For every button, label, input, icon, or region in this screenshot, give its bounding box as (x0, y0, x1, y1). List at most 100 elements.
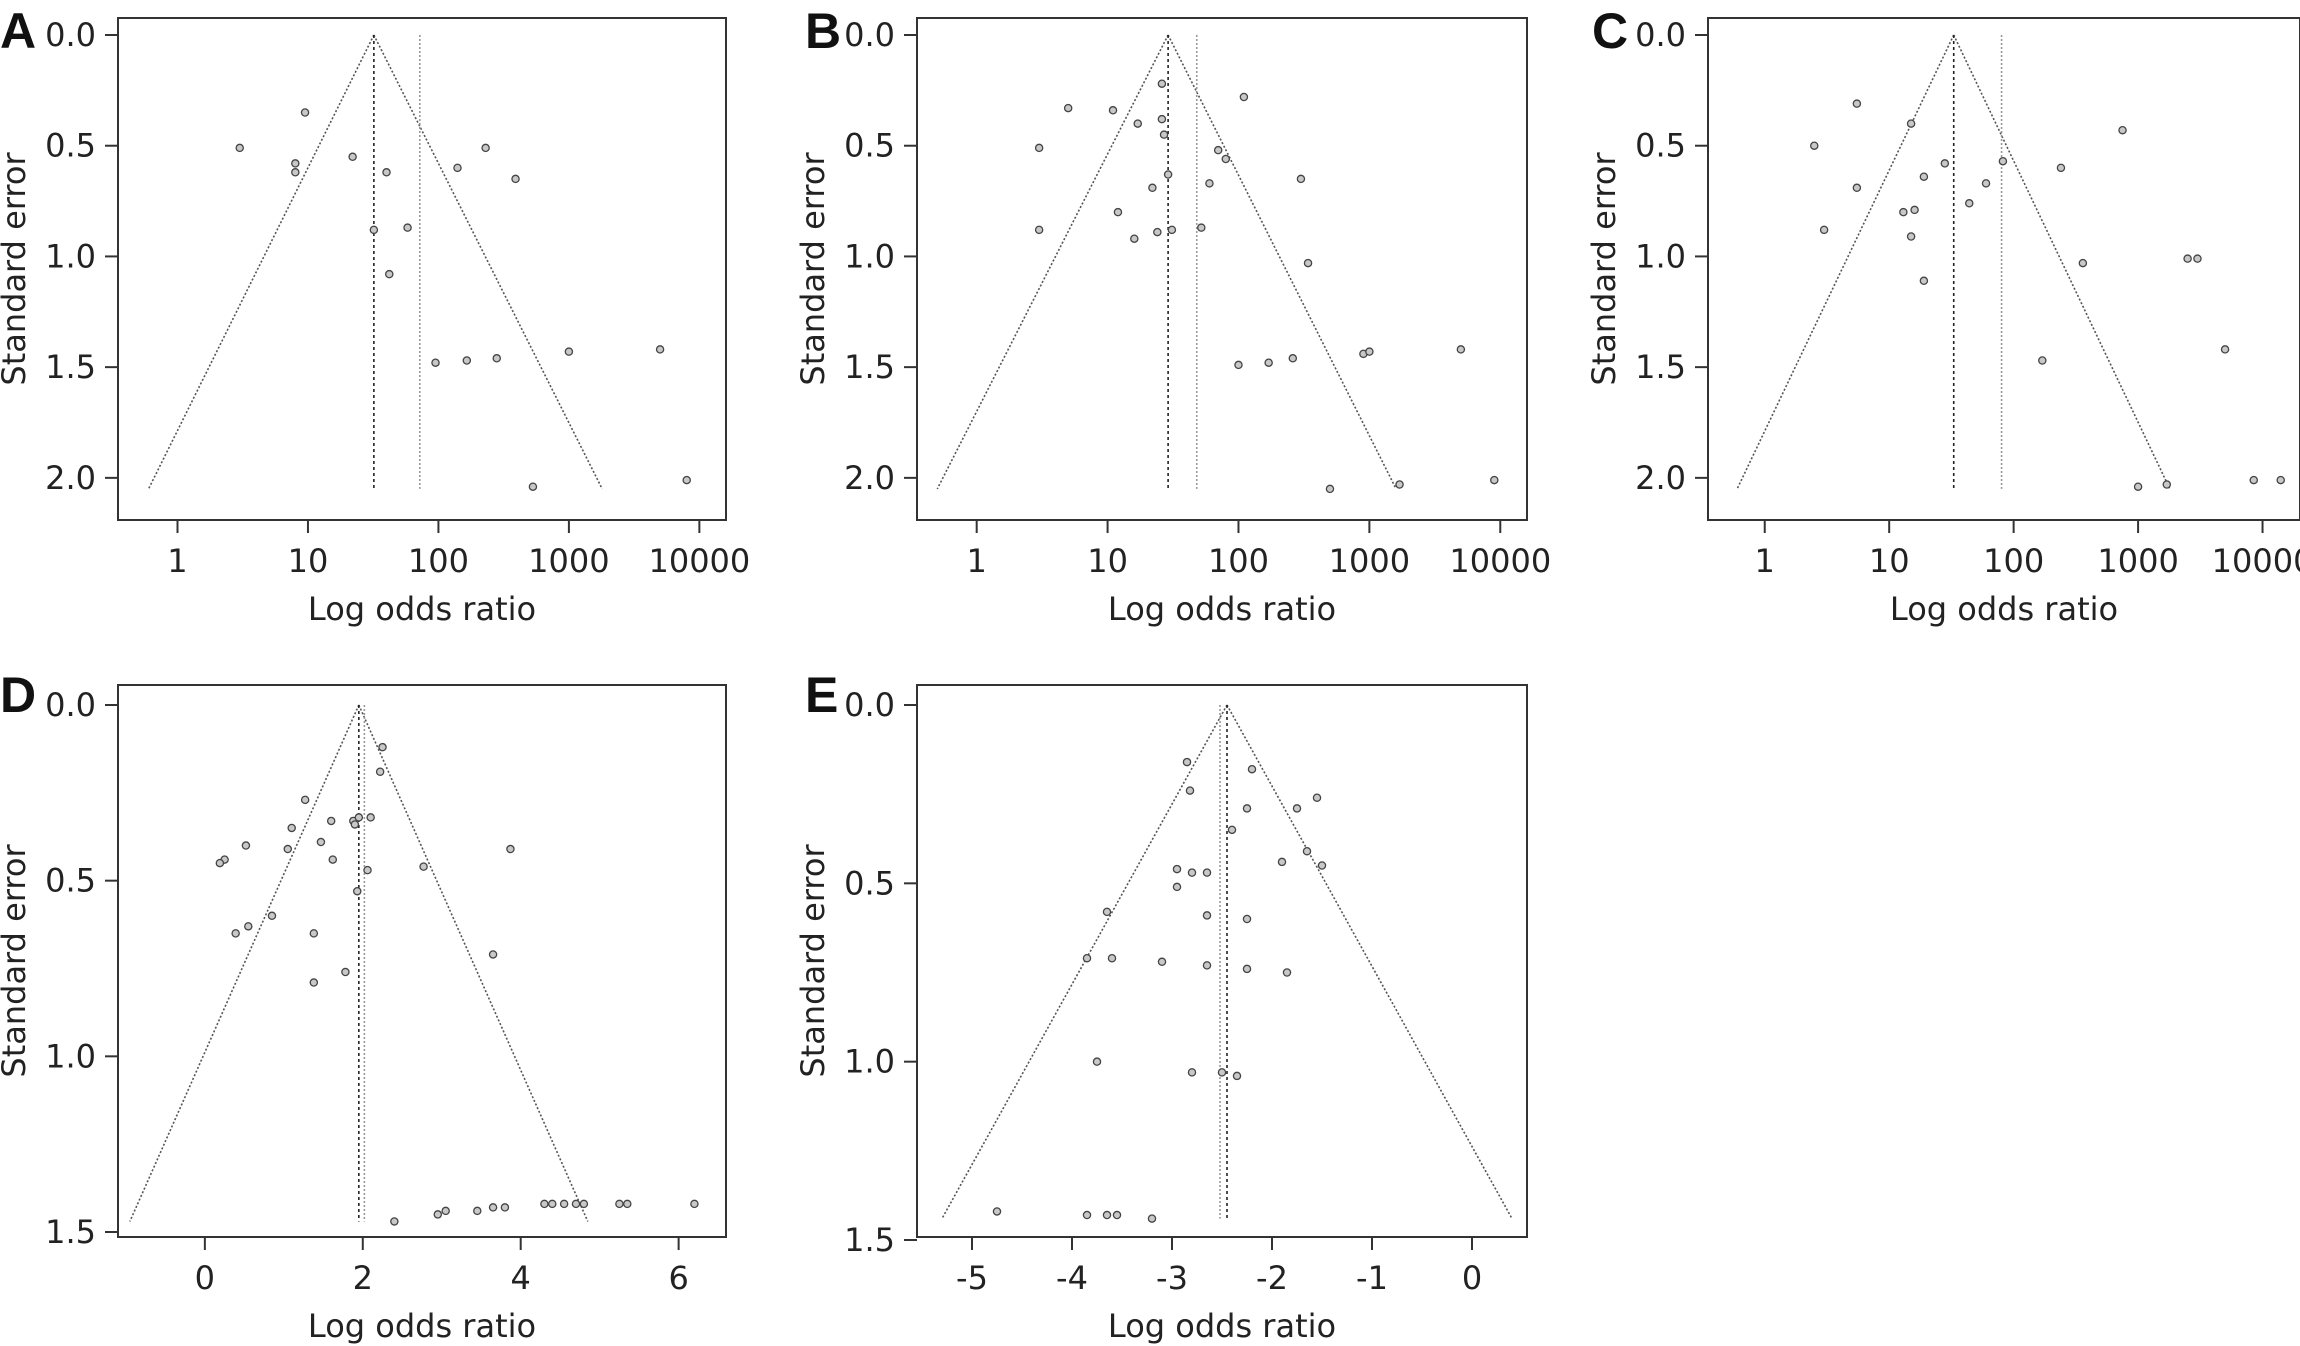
panel-e-study-point-27 (1232, 1071, 1242, 1081)
panel-b-x-tick-label: 10 (1087, 542, 1128, 580)
panel-d-study-point-18 (506, 844, 515, 854)
panel-e-y-tick-label: 1.0 (844, 1043, 895, 1081)
panel-d-study-point-31 (488, 1203, 498, 1212)
panel-b-y-tick-label: 0.0 (844, 16, 895, 54)
panel-e-study-point-19 (1107, 953, 1117, 963)
panel-a-study-point-15 (492, 354, 502, 363)
panel-b-study-point-14 (1148, 183, 1157, 193)
panel-e-study-point-29 (1082, 1210, 1092, 1220)
panel-d-study-point-6 (354, 813, 364, 822)
panel-e-x-axis-title: Log odds ratio (1108, 1307, 1336, 1345)
panel-b-study-point-15 (1113, 207, 1123, 217)
panel-d-x-tick-label: 0 (195, 1259, 215, 1297)
panel-c-study-point-3 (1906, 119, 1916, 128)
panel-e-x-tick-label: 0 (1462, 1259, 1482, 1297)
panel-e-study-point-8 (1302, 846, 1312, 856)
panel-d-y-tick-label: 0.5 (45, 862, 96, 900)
panel-b-study-point-6 (1157, 114, 1167, 124)
panel-e-y-tick-label: 1.5 (844, 1221, 895, 1259)
panel-e-study-point-15 (1102, 907, 1112, 917)
panel-b-study-point-20 (1197, 223, 1206, 232)
panel-letter-e: E (805, 667, 838, 723)
panel-d-study-point-37 (579, 1199, 589, 1209)
panel-c-y-axis-title: Standard error (1585, 152, 1623, 386)
panel-c-study-point-17 (2078, 258, 2088, 268)
panel-a-y-tick-label: 1.0 (45, 237, 96, 275)
panel-d-study-point-16 (363, 865, 372, 875)
panel-b-study-point-23 (1264, 358, 1273, 367)
panel-b-study-point-29 (1395, 480, 1404, 489)
panel-e-study-point-30 (1102, 1210, 1112, 1220)
panel-b-study-point-8 (1239, 92, 1249, 102)
panel-b: B 1 10 100 1000 10000 0.0 0.5 1.0 1.5 2.0 Log odds… (794, 3, 1551, 628)
panel-c-y-tick-label: 1.5 (1635, 348, 1686, 386)
panel-d-study-point-17 (419, 862, 428, 871)
panel-a-funnel-right (373, 34, 603, 490)
panel-e-plot-frame (916, 684, 1528, 1238)
panel-c-study-point-1 (1852, 99, 1862, 108)
panel-c-x-tick-label: 10000 (2212, 542, 2300, 580)
panel-c-study-point-19 (2193, 254, 2202, 263)
panel-a-x-tick-label: 10 (288, 542, 329, 580)
panel-b-plot-frame (916, 17, 1528, 521)
panel-e-study-point-22 (1242, 964, 1252, 974)
panel-letter-a: A (0, 3, 36, 59)
panel-a-study-point-5 (348, 152, 357, 162)
panel-e-study-point-21 (1202, 961, 1212, 970)
panel-b-study-point-4 (1133, 119, 1142, 128)
panel-b-y-tick-label: 2.0 (844, 459, 895, 497)
panel-c-y-tick-label: 0.5 (1635, 127, 1686, 165)
panel-a-study-point-3 (291, 159, 300, 168)
panel-c-study-point-4 (1852, 183, 1862, 193)
panel-a-study-point-19 (682, 475, 691, 485)
panel-d-study-point-8 (350, 820, 360, 829)
panel-e-study-point-32 (1147, 1214, 1157, 1223)
panel-d-study-point-20 (267, 911, 277, 921)
panel-a-study-point-8 (481, 143, 490, 153)
panel-e-x-tick-label: -1 (1356, 1259, 1388, 1297)
panel-d-funnel-right (358, 704, 589, 1222)
panel-a-study-point-1 (235, 143, 244, 153)
panel-d-study-point-14 (215, 858, 225, 868)
panel-d-x-tick-label: 4 (511, 1259, 531, 1297)
panel-c-y-tick-label: 1.0 (1635, 237, 1686, 275)
panel-c-study-point-18 (2183, 254, 2192, 263)
panel-a-y-axis-title: Standard error (0, 152, 33, 386)
panel-b-study-point-27 (1456, 345, 1466, 354)
panel-c-study-point-21 (2220, 345, 2230, 354)
panel-b-study-point-2 (1108, 106, 1118, 115)
panel-d-study-point-29 (441, 1206, 450, 1216)
panel-c-y-tick-label: 2.0 (1635, 459, 1686, 497)
panel-c-study-point-7 (1998, 156, 2008, 166)
panel-c-plot-frame (1707, 17, 2300, 521)
panel-d-study-point-38 (615, 1199, 624, 1209)
panel-d-study-point-4 (287, 823, 296, 833)
panel-e-study-point-4 (1312, 793, 1322, 802)
panel-d-study-point-15 (328, 855, 338, 864)
panel-b-x-tick-label: 1 (967, 542, 987, 580)
panel-e-y-tick-label: 0.0 (844, 686, 895, 724)
panel-a-study-point-14 (462, 356, 472, 365)
panel-d-study-point-11 (283, 844, 293, 854)
panel-b-study-point-17 (1130, 234, 1139, 243)
panel-a-x-axis-title: Log odds ratio (308, 590, 536, 628)
panel-a-funnel-left (147, 34, 375, 490)
panel-d-x-tick-label: 2 (353, 1259, 373, 1297)
panel-c-x-axis-title: Log odds ratio (1890, 590, 2118, 628)
panel-c-study-point-15 (1906, 232, 1916, 241)
panel-d-x-tick-label: 6 (668, 1259, 688, 1297)
panel-a-study-point-4 (291, 168, 300, 177)
panel-c-study-point-25 (2276, 475, 2285, 485)
panel-b-y-axis-title: Standard error (794, 152, 832, 386)
panel-c-study-point-12 (1910, 205, 1919, 215)
panel-c-x-tick-label: 10 (1869, 542, 1910, 580)
panel-b-funnel-left (936, 34, 1169, 490)
panel-a-plot-frame (117, 17, 727, 521)
panel-letter-d: D (0, 667, 36, 723)
panel-d-study-point-32 (500, 1203, 510, 1212)
panel-d-study-point-19 (353, 886, 362, 896)
panel-a-study-point-17 (655, 345, 665, 354)
panel-b-y-tick-label: 1.0 (844, 237, 895, 275)
panel-b-study-point-30 (1490, 475, 1499, 485)
